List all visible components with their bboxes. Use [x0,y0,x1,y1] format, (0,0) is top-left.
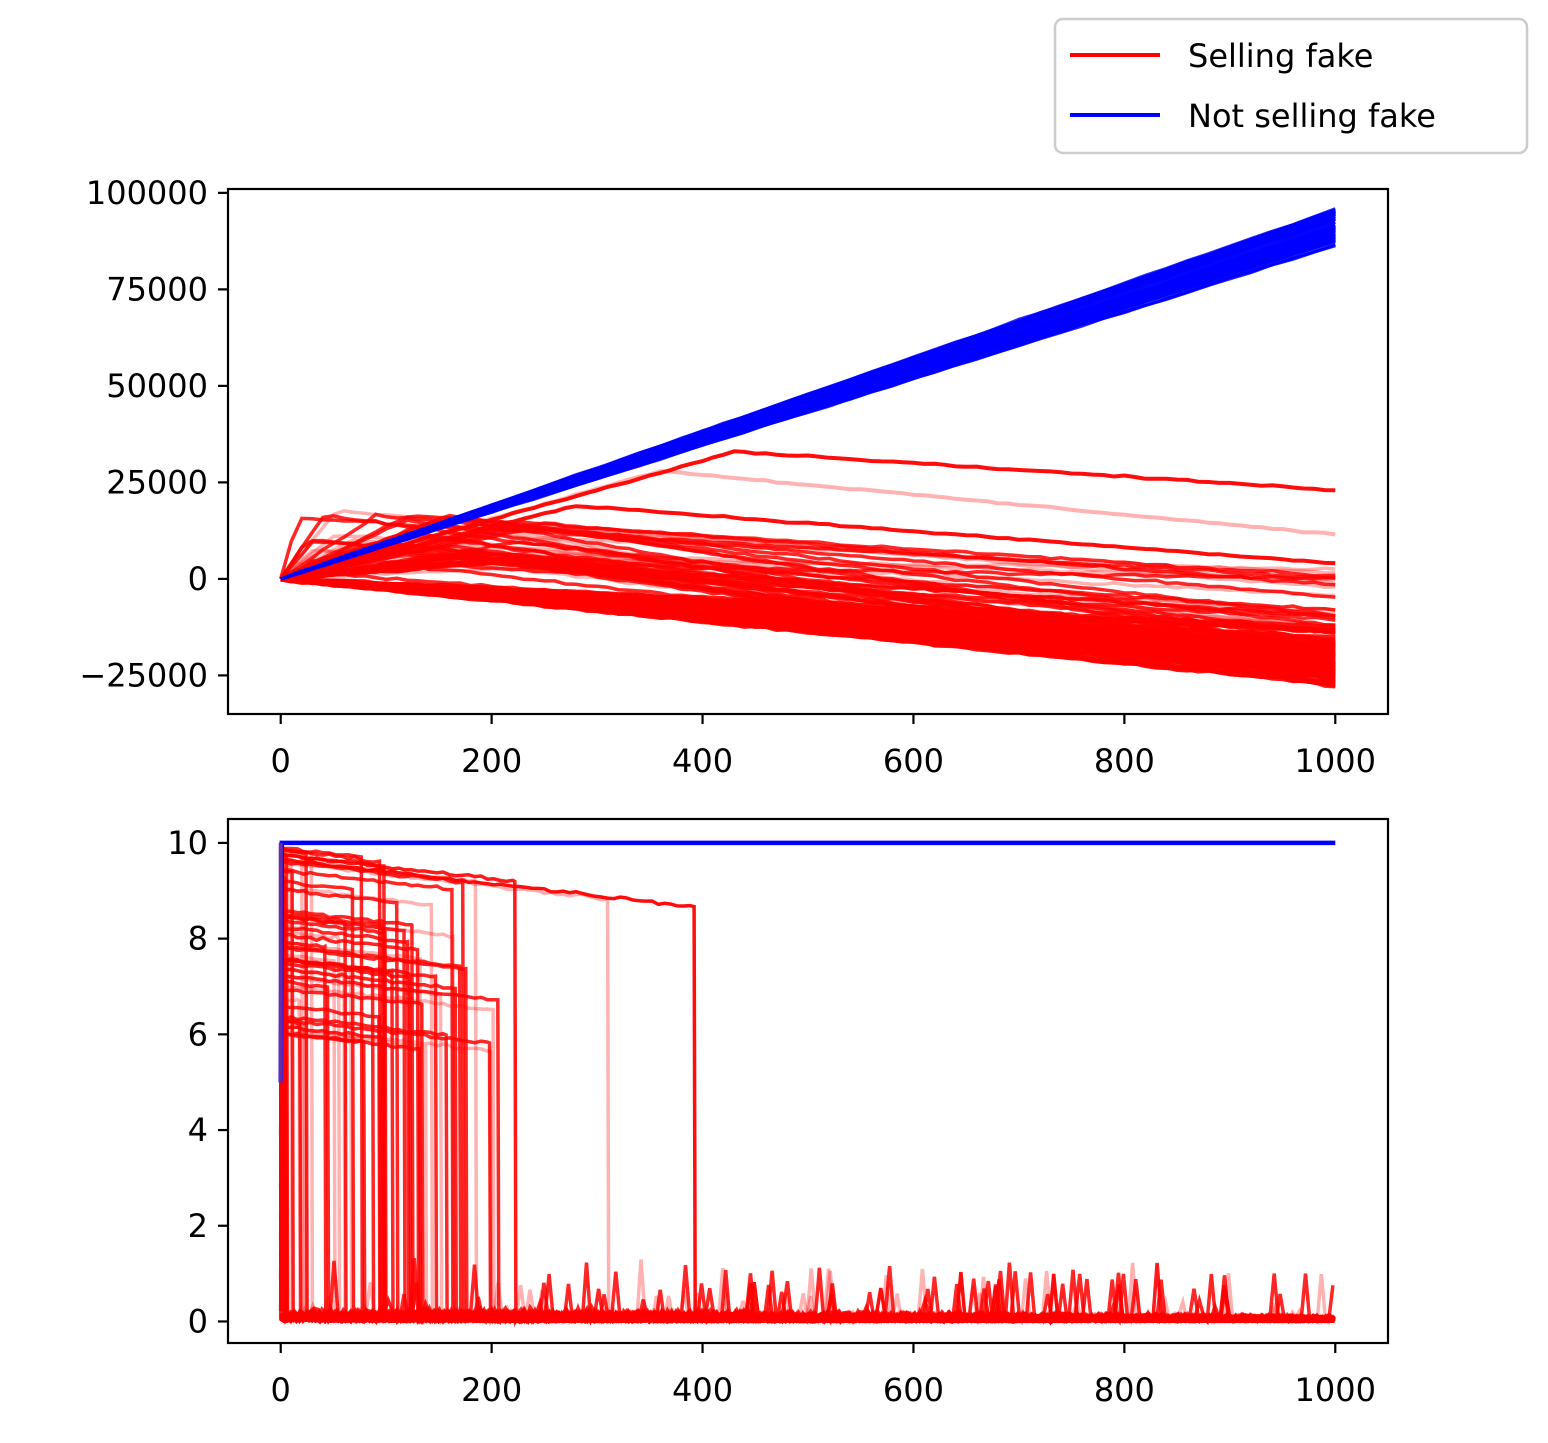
bottom-x-tick-label: 1000 [1295,1371,1376,1409]
top-x-tick-label: 1000 [1295,742,1376,780]
top-x-tick-label: 0 [271,742,291,780]
series-line-selling-fake [280,504,1336,581]
top-y-tick-label: 75000 [106,270,208,308]
bottom-y-tick-label: 4 [188,1111,208,1149]
top-y-tick-label: 0 [188,560,208,598]
top-y-tick-label: 100000 [86,174,208,212]
series-line-selling-fake [280,564,1336,612]
series-line-selling-fake [279,516,1336,581]
top-axes-frame [226,187,1390,716]
bottom-panel: 0 200 400 600 800 1000 0 2 4 6 8 10 [167,817,1390,1409]
series-line-selling-fake [280,469,1336,581]
top-series-lines [279,207,1336,689]
top-x-tick-label: 600 [883,742,944,780]
bottom-y-tick-label: 10 [167,824,208,862]
series-line-selling-fake [280,449,1336,581]
bottom-y-tick-label: 0 [188,1302,208,1340]
bottom-y-tick-label: 8 [188,920,208,958]
bottom-x-tick-label: 0 [271,1371,291,1409]
top-y-tick-label: 25000 [106,463,208,501]
series-line-selling-fake [280,522,1336,586]
top-x-tick-label: 200 [461,742,522,780]
series-line-not-selling-fake [280,212,1336,581]
bottom-y-axis: 0 2 4 6 8 10 [167,824,228,1340]
legend-box [1053,17,1529,155]
top-y-tick-label: −25000 [79,656,208,694]
top-x-axis: 0 200 400 600 800 1000 [271,714,1376,780]
series-line-selling-fake [280,1308,1335,1325]
legend-label-selling-fake: Selling fake [1188,37,1373,75]
top-y-axis: −25000 0 25000 50000 75000 100000 [79,174,228,694]
legend: Selling fake Not selling fake [1053,17,1529,155]
bottom-axes-frame [226,817,1390,1345]
bottom-y-tick-label: 6 [188,1015,208,1053]
series-line-selling-fake [280,576,1336,661]
bottom-series-lines [278,840,1337,1328]
top-x-tick-label: 400 [672,742,733,780]
bottom-y-tick-label: 2 [188,1207,208,1245]
series-line-selling-fake [280,524,1336,627]
bottom-x-tick-label: 600 [883,1371,944,1409]
top-y-tick-label: 50000 [106,367,208,405]
legend-label-not-selling-fake: Not selling fake [1188,97,1436,135]
bottom-x-tick-label: 200 [461,1371,522,1409]
bottom-x-tick-label: 400 [672,1371,733,1409]
series-line-not-selling-fake [280,228,1336,581]
series-line-selling-fake [280,576,1336,676]
bottom-x-axis: 0 200 400 600 800 1000 [271,1343,1376,1409]
top-x-tick-label: 800 [1094,742,1155,780]
series-line-selling-fake [279,541,1336,636]
series-line-selling-fake [280,576,1336,630]
top-panel: 0 200 400 600 800 1000 −25000 0 25000 50000 75000… [79,174,1390,780]
bottom-x-tick-label: 800 [1094,1371,1155,1409]
